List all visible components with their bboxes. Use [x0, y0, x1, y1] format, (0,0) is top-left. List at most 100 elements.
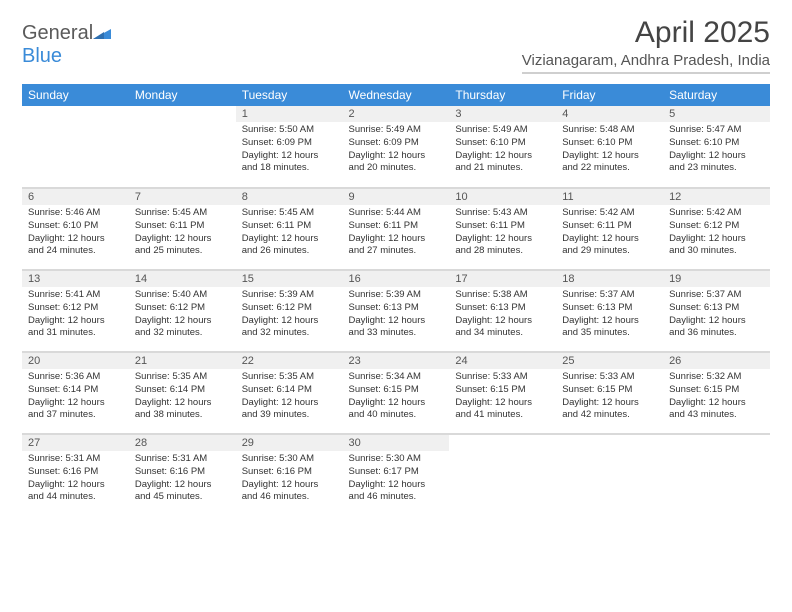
day-detail-line: and 23 minutes.: [669, 162, 764, 175]
day-detail-line: Sunset: 6:17 PM: [349, 466, 444, 479]
day-detail-line: Daylight: 12 hours: [669, 397, 764, 410]
calendar-cell: 22Sunrise: 5:35 AMSunset: 6:14 PMDayligh…: [236, 352, 343, 434]
day-detail-line: Sunset: 6:11 PM: [242, 220, 337, 233]
day-details: Sunrise: 5:47 AMSunset: 6:10 PMDaylight:…: [663, 122, 770, 179]
day-detail-line: Daylight: 12 hours: [562, 397, 657, 410]
calendar-cell: 19Sunrise: 5:37 AMSunset: 6:13 PMDayligh…: [663, 270, 770, 352]
calendar-cell: [449, 434, 556, 516]
calendar-row: 27Sunrise: 5:31 AMSunset: 6:16 PMDayligh…: [22, 434, 770, 516]
calendar-body: 1Sunrise: 5:50 AMSunset: 6:09 PMDaylight…: [22, 106, 770, 516]
calendar-cell: 4Sunrise: 5:48 AMSunset: 6:10 PMDaylight…: [556, 106, 663, 188]
day-detail-line: and 44 minutes.: [28, 491, 123, 504]
day-detail-line: Daylight: 12 hours: [669, 150, 764, 163]
day-detail-line: Sunset: 6:16 PM: [135, 466, 230, 479]
day-number: 20: [22, 353, 129, 369]
day-detail-line: Sunset: 6:10 PM: [455, 137, 550, 150]
day-detail-line: Sunset: 6:10 PM: [669, 137, 764, 150]
day-detail-line: Sunrise: 5:35 AM: [242, 371, 337, 384]
day-detail-line: Daylight: 12 hours: [135, 479, 230, 492]
day-number: 19: [663, 271, 770, 287]
day-detail-line: and 30 minutes.: [669, 245, 764, 258]
day-details: Sunrise: 5:31 AMSunset: 6:16 PMDaylight:…: [129, 451, 236, 508]
day-detail-line: Daylight: 12 hours: [242, 479, 337, 492]
day-detail-line: Sunset: 6:10 PM: [562, 137, 657, 150]
day-detail-line: and 46 minutes.: [349, 491, 444, 504]
day-number: 22: [236, 353, 343, 369]
day-detail-line: Sunset: 6:15 PM: [669, 384, 764, 397]
day-number: 29: [236, 435, 343, 451]
day-number: 7: [129, 189, 236, 205]
day-details: Sunrise: 5:45 AMSunset: 6:11 PMDaylight:…: [129, 205, 236, 262]
day-details: Sunrise: 5:38 AMSunset: 6:13 PMDaylight:…: [449, 287, 556, 344]
day-detail-line: Sunrise: 5:45 AM: [242, 207, 337, 220]
day-detail-line: Daylight: 12 hours: [349, 150, 444, 163]
day-number: 2: [343, 106, 450, 122]
calendar-cell: 14Sunrise: 5:40 AMSunset: 6:12 PMDayligh…: [129, 270, 236, 352]
calendar-row: 20Sunrise: 5:36 AMSunset: 6:14 PMDayligh…: [22, 352, 770, 434]
day-details: Sunrise: 5:30 AMSunset: 6:16 PMDaylight:…: [236, 451, 343, 508]
day-detail-line: Sunrise: 5:36 AM: [28, 371, 123, 384]
calendar-cell: 1Sunrise: 5:50 AMSunset: 6:09 PMDaylight…: [236, 106, 343, 188]
day-detail-line: Sunset: 6:14 PM: [242, 384, 337, 397]
day-number: 21: [129, 353, 236, 369]
day-detail-line: Sunset: 6:16 PM: [242, 466, 337, 479]
day-detail-line: Daylight: 12 hours: [455, 233, 550, 246]
day-details: Sunrise: 5:37 AMSunset: 6:13 PMDaylight:…: [556, 287, 663, 344]
day-number: 23: [343, 353, 450, 369]
calendar-cell: 20Sunrise: 5:36 AMSunset: 6:14 PMDayligh…: [22, 352, 129, 434]
day-details: Sunrise: 5:46 AMSunset: 6:10 PMDaylight:…: [22, 205, 129, 262]
day-number: 10: [449, 189, 556, 205]
day-detail-line: Sunset: 6:13 PM: [669, 302, 764, 315]
day-detail-line: and 32 minutes.: [242, 327, 337, 340]
calendar-cell: 29Sunrise: 5:30 AMSunset: 6:16 PMDayligh…: [236, 434, 343, 516]
header: General Blue April 2025 Vizianagaram, An…: [22, 16, 770, 74]
weekday-header: Monday: [129, 84, 236, 106]
day-detail-line: Daylight: 12 hours: [135, 315, 230, 328]
day-detail-line: and 39 minutes.: [242, 409, 337, 422]
calendar-cell: 23Sunrise: 5:34 AMSunset: 6:15 PMDayligh…: [343, 352, 450, 434]
calendar-cell: 28Sunrise: 5:31 AMSunset: 6:16 PMDayligh…: [129, 434, 236, 516]
day-details: Sunrise: 5:35 AMSunset: 6:14 PMDaylight:…: [236, 369, 343, 426]
day-detail-line: and 42 minutes.: [562, 409, 657, 422]
day-details: Sunrise: 5:36 AMSunset: 6:14 PMDaylight:…: [22, 369, 129, 426]
calendar-cell: 9Sunrise: 5:44 AMSunset: 6:11 PMDaylight…: [343, 188, 450, 270]
day-number: 4: [556, 106, 663, 122]
calendar-cell: 21Sunrise: 5:35 AMSunset: 6:14 PMDayligh…: [129, 352, 236, 434]
day-detail-line: Sunrise: 5:42 AM: [669, 207, 764, 220]
logo-text: General Blue: [22, 22, 111, 68]
day-detail-line: Sunset: 6:16 PM: [28, 466, 123, 479]
day-detail-line: Daylight: 12 hours: [562, 233, 657, 246]
day-details: Sunrise: 5:39 AMSunset: 6:12 PMDaylight:…: [236, 287, 343, 344]
day-detail-line: Sunrise: 5:37 AM: [562, 289, 657, 302]
calendar-cell: 25Sunrise: 5:33 AMSunset: 6:15 PMDayligh…: [556, 352, 663, 434]
day-detail-line: and 22 minutes.: [562, 162, 657, 175]
day-details: Sunrise: 5:40 AMSunset: 6:12 PMDaylight:…: [129, 287, 236, 344]
day-detail-line: and 40 minutes.: [349, 409, 444, 422]
day-detail-line: Daylight: 12 hours: [349, 315, 444, 328]
day-detail-line: and 33 minutes.: [349, 327, 444, 340]
day-detail-line: Sunset: 6:13 PM: [349, 302, 444, 315]
day-detail-line: and 34 minutes.: [455, 327, 550, 340]
day-detail-line: Sunset: 6:12 PM: [135, 302, 230, 315]
day-details: Sunrise: 5:31 AMSunset: 6:16 PMDaylight:…: [22, 451, 129, 508]
day-detail-line: Sunset: 6:13 PM: [455, 302, 550, 315]
day-detail-line: and 27 minutes.: [349, 245, 444, 258]
day-detail-line: Sunrise: 5:31 AM: [135, 453, 230, 466]
calendar-cell: 11Sunrise: 5:42 AMSunset: 6:11 PMDayligh…: [556, 188, 663, 270]
day-detail-line: Sunset: 6:12 PM: [242, 302, 337, 315]
day-detail-line: Sunset: 6:11 PM: [349, 220, 444, 233]
day-details: Sunrise: 5:33 AMSunset: 6:15 PMDaylight:…: [449, 369, 556, 426]
day-detail-line: Daylight: 12 hours: [669, 315, 764, 328]
day-detail-line: and 31 minutes.: [28, 327, 123, 340]
day-detail-line: and 45 minutes.: [135, 491, 230, 504]
day-detail-line: Sunrise: 5:32 AM: [669, 371, 764, 384]
day-detail-line: Daylight: 12 hours: [242, 397, 337, 410]
calendar-cell: [129, 106, 236, 188]
day-details: Sunrise: 5:43 AMSunset: 6:11 PMDaylight:…: [449, 205, 556, 262]
day-detail-line: Daylight: 12 hours: [562, 315, 657, 328]
day-detail-line: Sunrise: 5:46 AM: [28, 207, 123, 220]
day-detail-line: Sunrise: 5:33 AM: [455, 371, 550, 384]
day-detail-line: Sunrise: 5:40 AM: [135, 289, 230, 302]
calendar-cell: 8Sunrise: 5:45 AMSunset: 6:11 PMDaylight…: [236, 188, 343, 270]
day-detail-line: and 24 minutes.: [28, 245, 123, 258]
